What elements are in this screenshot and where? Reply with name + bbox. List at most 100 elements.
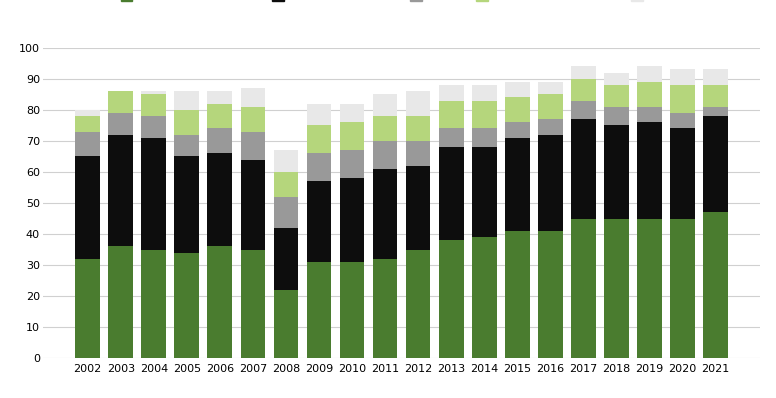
Bar [75,110,100,116]
Bar [340,150,365,178]
Bar [175,253,199,358]
Bar [637,219,662,358]
Bar [340,122,365,150]
Bar [241,88,265,107]
Bar [175,135,199,156]
Bar [505,122,529,138]
Bar [141,138,166,250]
Bar [307,103,331,125]
Bar [406,141,431,166]
Bar [372,94,397,116]
Bar [438,240,463,358]
Bar [406,91,431,116]
Bar [207,103,232,129]
Bar [307,125,331,153]
Bar [472,129,497,147]
Bar [307,153,331,181]
Bar [604,219,629,358]
Bar [438,101,463,129]
Bar [274,172,298,197]
Bar [472,147,497,237]
Bar [340,178,365,262]
Bar [141,94,166,116]
Bar [604,107,629,125]
Bar [472,101,497,129]
Bar [372,169,397,259]
Bar [175,156,199,253]
Bar [637,66,662,82]
Bar [274,228,298,290]
Bar [703,116,728,212]
Bar [109,135,133,246]
Bar [141,116,166,138]
Bar [538,135,563,231]
Bar [538,119,563,135]
Bar [538,82,563,94]
Bar [141,250,166,358]
Bar [175,110,199,135]
Bar [670,219,695,358]
Bar [571,219,596,358]
Bar [207,91,232,103]
Bar [571,79,596,101]
Bar [340,103,365,122]
Bar [637,122,662,219]
Bar [372,141,397,169]
Bar [637,82,662,107]
Bar [438,85,463,101]
Bar [670,70,695,85]
Bar [175,91,199,110]
Bar [109,91,133,113]
Bar [75,156,100,259]
Bar [406,116,431,141]
Bar [505,82,529,98]
Bar [438,147,463,240]
Bar [505,231,529,358]
Bar [241,250,265,358]
Bar [604,125,629,219]
Bar [207,246,232,358]
Bar [703,212,728,358]
Bar [472,85,497,101]
Bar [307,181,331,262]
Bar [505,98,529,122]
Bar [75,116,100,132]
Bar [438,129,463,147]
Bar [241,107,265,132]
Bar [406,166,431,250]
Bar [538,94,563,119]
Bar [703,107,728,116]
Bar [109,113,133,135]
Bar [241,160,265,250]
Bar [372,259,397,358]
Bar [307,262,331,358]
Bar [703,70,728,85]
Bar [670,113,695,129]
Bar [505,138,529,231]
Bar [340,262,365,358]
Bar [141,91,166,94]
Bar [670,85,695,113]
Bar [571,119,596,219]
Bar [604,85,629,107]
Bar [703,85,728,107]
Bar [637,107,662,122]
Bar [406,250,431,358]
Bar [571,101,596,119]
Bar [372,116,397,141]
Bar [670,129,695,219]
Bar [274,150,298,172]
Bar [274,197,298,228]
Bar [75,259,100,358]
Bar [571,66,596,79]
Bar [207,129,232,153]
Legend: Portfolio Investment, Direct Investment, Loans, Financial Derivatives, Other: Portfolio Investment, Direct Investment,… [116,0,688,8]
Bar [207,153,232,246]
Bar [241,132,265,160]
Bar [604,72,629,85]
Bar [75,132,100,156]
Bar [472,237,497,358]
Bar [109,246,133,358]
Bar [274,290,298,358]
Bar [538,231,563,358]
